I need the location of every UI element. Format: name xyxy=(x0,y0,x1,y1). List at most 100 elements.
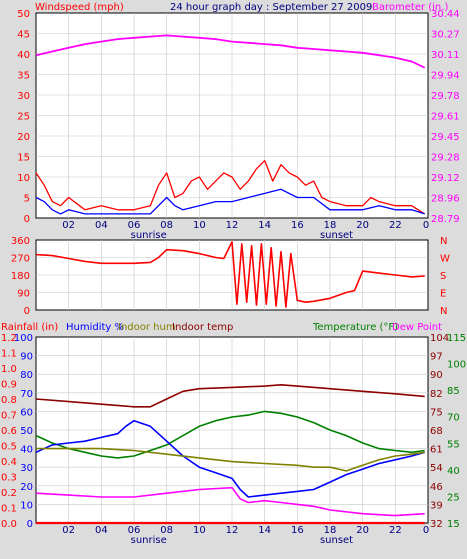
windspeed-tick-label: 5 xyxy=(24,194,30,205)
windspeed-tick-label: 15 xyxy=(17,153,30,164)
barometer-series xyxy=(35,34,426,69)
rain-tick-label: 0.1 xyxy=(1,504,17,515)
time-tick-label: 06 xyxy=(128,525,141,536)
sunrise-label: sunrise xyxy=(131,535,167,546)
windspeed-tick-label: 40 xyxy=(17,50,30,61)
temperature-tick-label: 100 xyxy=(447,360,466,371)
compass-tick-label: N xyxy=(440,236,447,247)
time-tick-label: 20 xyxy=(356,525,369,536)
temperature-tick-label: 15 xyxy=(447,519,460,530)
compass-tick-label: E xyxy=(440,289,446,300)
time-tick-label: 04 xyxy=(95,220,108,231)
barometer-tick-label: 28.96 xyxy=(431,194,460,205)
humidity-tick-label: 30 xyxy=(20,463,33,474)
time-tick-label: 16 xyxy=(291,525,304,536)
rain-tick-label: 0.7 xyxy=(1,411,17,422)
time-tick-label: 08 xyxy=(160,525,173,536)
time-tick-label: 0 xyxy=(423,525,429,536)
temperature-tick-label: 70 xyxy=(447,413,460,424)
rain-tick-label: 0.5 xyxy=(1,442,17,453)
barometer-tick-label: 30.44 xyxy=(431,9,460,20)
temperature-tick-label: 55 xyxy=(447,439,460,450)
indoor-temp-tick-label: 54 xyxy=(430,463,443,474)
barometer-tick-label: 29.12 xyxy=(431,173,460,184)
direction-tick-label: 0 xyxy=(24,306,30,317)
rainfall-axis-title: Rainfall (in) xyxy=(1,322,58,333)
barometer-tick-label: 28.79 xyxy=(431,214,460,225)
direction-tick-label: 360 xyxy=(11,236,30,247)
indoor_hum-series xyxy=(36,447,425,472)
compass-tick-label: N xyxy=(440,306,447,317)
barometer-tick-label: 29.61 xyxy=(431,112,460,123)
compass-tick-label: W xyxy=(440,254,450,265)
time-tick-label: 18 xyxy=(324,220,337,231)
indoor-temp-tick-label: 68 xyxy=(430,426,443,437)
humidity-tick-label: 70 xyxy=(20,389,33,400)
indoor-temp-tick-label: 82 xyxy=(430,389,443,400)
humidity-axis-title: Humidity % xyxy=(66,322,124,333)
time-tick-label: 12 xyxy=(226,525,239,536)
humidity-tick-label: 100 xyxy=(14,333,33,344)
windspeed-tick-label: 0 xyxy=(24,214,30,225)
rain-tick-label: 0.0 xyxy=(1,519,17,530)
indoor-temp-tick-label: 104 xyxy=(430,333,449,344)
time-tick-label: 08 xyxy=(160,220,173,231)
indoor-temp-tick-label: 61 xyxy=(430,445,443,456)
rain-tick-label: 0.2 xyxy=(1,488,17,499)
temperature-tick-label: 115 xyxy=(447,333,466,344)
temperature-tick-label: 40 xyxy=(447,466,460,477)
indoor-temp-tick-label: 32 xyxy=(430,519,443,530)
wind_avg-series xyxy=(35,188,425,215)
windspeed-tick-label: 10 xyxy=(17,173,30,184)
compass-tick-label: S xyxy=(440,271,446,282)
rain-tick-label: 0.9 xyxy=(1,380,17,391)
humidity-tick-label: 90 xyxy=(20,352,33,363)
sunset-label: sunset xyxy=(320,230,353,241)
rain-tick-label: 0.4 xyxy=(1,457,17,468)
direction-tick-label: 270 xyxy=(11,254,30,265)
windspeed-tick-label: 25 xyxy=(17,112,30,123)
direction-tick-label: 90 xyxy=(17,289,30,300)
time-tick-label: 18 xyxy=(324,525,337,536)
time-tick-label: 06 xyxy=(128,220,141,231)
humidity-series xyxy=(35,419,425,498)
windspeed-tick-label: 20 xyxy=(17,132,30,143)
time-tick-label: 04 xyxy=(95,525,108,536)
indoor_temp-series xyxy=(35,383,425,408)
temperature-tick-label: 25 xyxy=(447,492,460,503)
rain-tick-label: 1.0 xyxy=(1,364,17,375)
time-tick-label: 02 xyxy=(62,220,75,231)
time-tick-label: 14 xyxy=(258,220,271,231)
humidity-tick-label: 40 xyxy=(20,445,33,456)
humidity-tick-label: 0 xyxy=(27,519,33,530)
temperature-tick-label: 85 xyxy=(447,386,460,397)
rain-tick-label: 1.1 xyxy=(1,349,17,360)
time-tick-label: 10 xyxy=(193,525,206,536)
barometer-tick-label: 29.78 xyxy=(431,91,460,102)
humidity-tick-label: 50 xyxy=(20,426,33,437)
indoor-temp-tick-label: 90 xyxy=(430,370,443,381)
humidity-tick-label: 10 xyxy=(20,500,33,511)
humidity-tick-label: 20 xyxy=(20,482,33,493)
indoor-temp-tick-label: 39 xyxy=(430,500,443,511)
graph-title: 24 hour graph day : September 27 2009 xyxy=(170,2,372,13)
time-tick-label: 22 xyxy=(389,220,402,231)
wind-barometer-panel: 5045403530252015105030.4430.2730.1129.94… xyxy=(17,9,459,241)
time-tick-label: 0 xyxy=(423,220,429,231)
humidity-tick-label: 60 xyxy=(20,407,33,418)
indoor-temp-tick-label: 97 xyxy=(430,352,443,363)
indoor-temp-tick-label: 75 xyxy=(430,407,443,418)
time-tick-label: 22 xyxy=(389,525,402,536)
windspeed-tick-label: 45 xyxy=(17,30,30,41)
direction-tick-label: 180 xyxy=(11,271,30,282)
wind-direction-series xyxy=(35,241,425,308)
barometer-tick-label: 29.94 xyxy=(431,71,460,82)
temp-hum-rain-panel: 1.21.11.00.90.80.70.60.50.40.30.20.10.01… xyxy=(1,333,466,546)
rain-tick-label: 0.6 xyxy=(1,426,17,437)
barometer-tick-label: 29.28 xyxy=(431,153,460,164)
indoor-temp-axis-title: Indoor temp xyxy=(172,322,233,333)
time-tick-label: 16 xyxy=(291,220,304,231)
indoor-temp-tick-label: 46 xyxy=(430,482,443,493)
windspeed-tick-label: 35 xyxy=(17,71,30,82)
